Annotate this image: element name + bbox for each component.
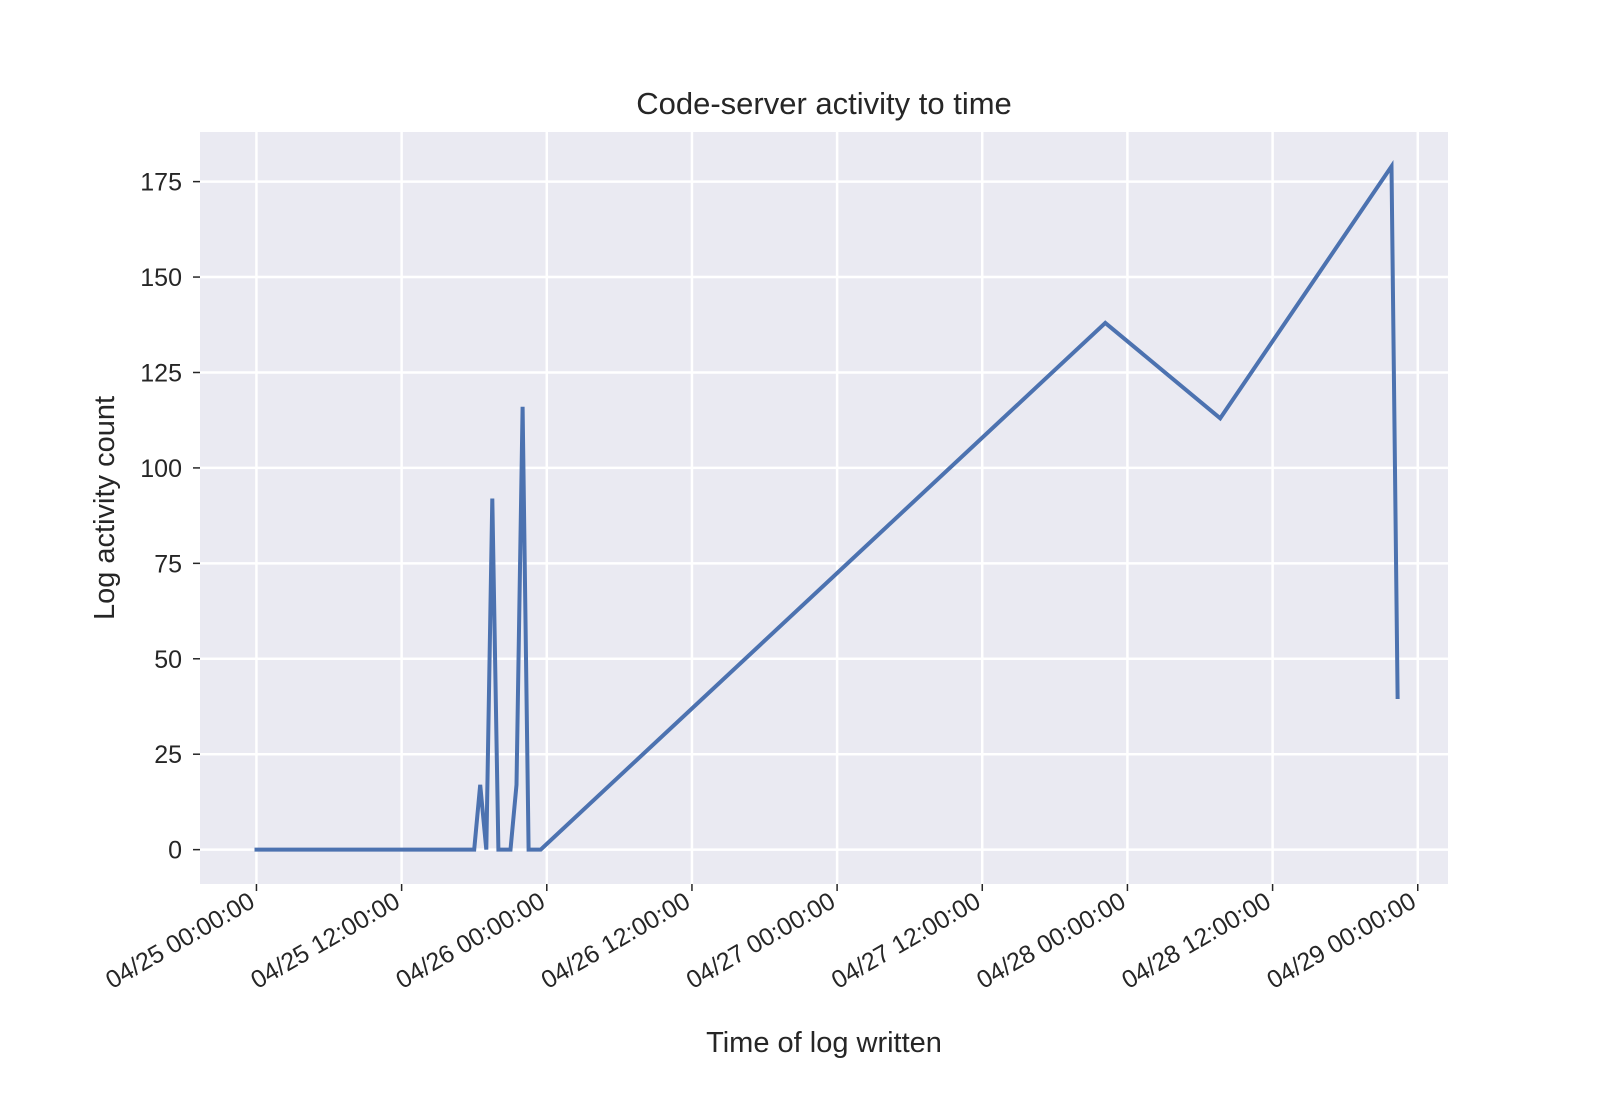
y-axis-label: Log activity count xyxy=(89,396,121,620)
y-tick-label: 75 xyxy=(154,550,182,578)
x-axis-label: Time of log written xyxy=(706,1027,942,1059)
series-line xyxy=(254,160,1400,852)
y-tick-label: 50 xyxy=(154,646,182,674)
x-tick-label: 04/29 00:00:00 xyxy=(1262,887,1420,995)
x-tick-label: 04/28 12:00:00 xyxy=(1117,887,1275,995)
series-layer xyxy=(254,160,1400,852)
y-tick-label: 25 xyxy=(154,741,182,769)
x-tick-label: 04/28 00:00:00 xyxy=(972,887,1130,995)
x-tick-label: 04/25 12:00:00 xyxy=(246,887,404,995)
y-tick-label: 125 xyxy=(140,359,182,387)
y-tick-label: 100 xyxy=(140,455,182,483)
x-tick-label: 04/27 12:00:00 xyxy=(827,887,985,995)
chart-title: Code-server activity to time xyxy=(636,86,1012,121)
plot-area xyxy=(200,132,1448,884)
y-tick-label: 150 xyxy=(140,264,182,292)
grid-lines xyxy=(200,132,1448,884)
y-tick-label: 175 xyxy=(140,169,182,197)
x-tick-label: 04/27 00:00:00 xyxy=(682,887,840,995)
x-tick-label: 04/25 00:00:00 xyxy=(101,887,259,995)
y-tick-label: 0 xyxy=(168,837,182,865)
x-tick-label: 04/26 00:00:00 xyxy=(391,887,549,995)
x-tick-label: 04/26 12:00:00 xyxy=(536,887,694,995)
